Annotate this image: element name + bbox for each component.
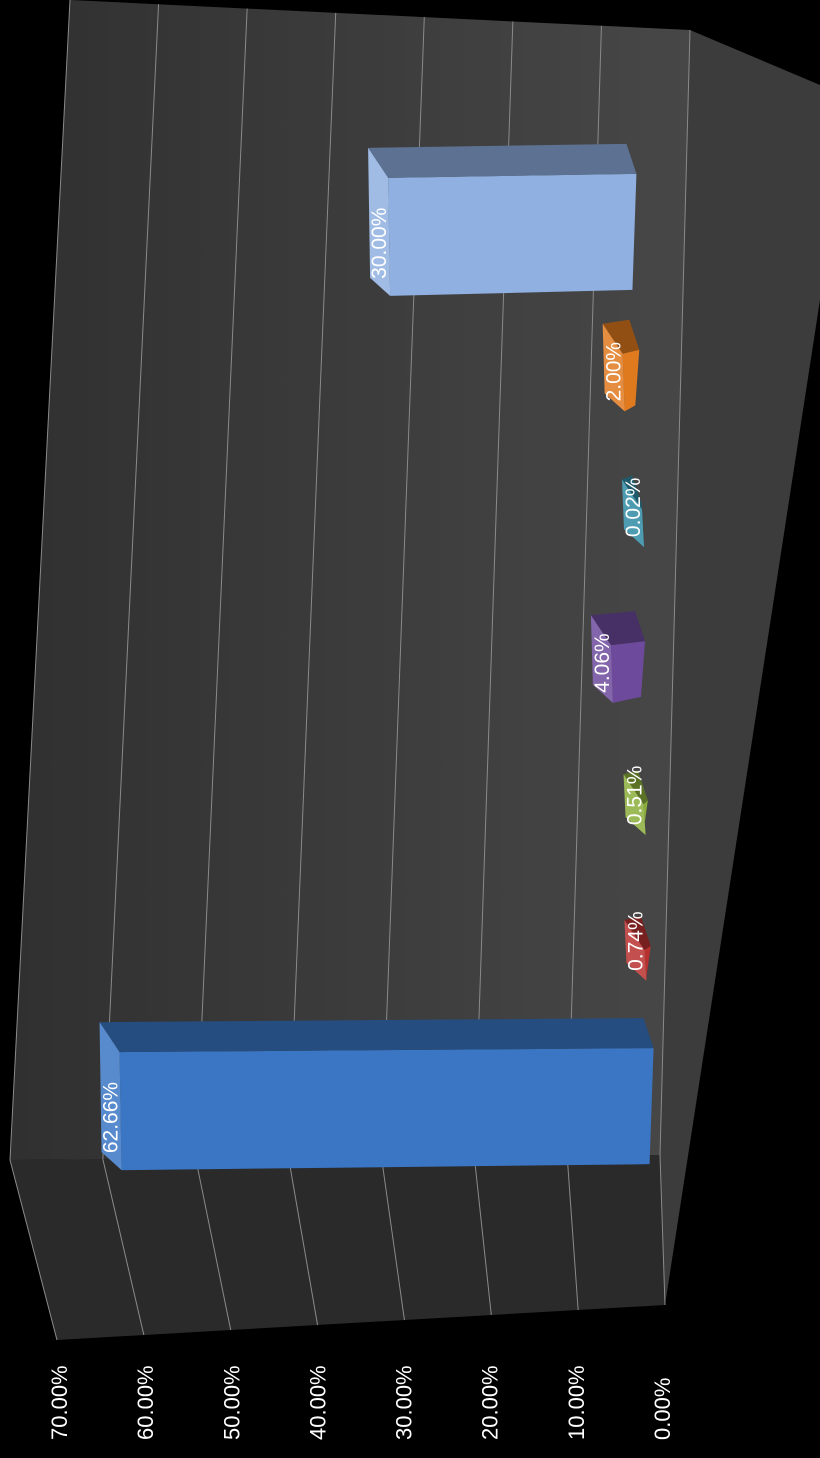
bar-end-face <box>621 479 644 548</box>
data-label: 0.02% <box>622 478 645 538</box>
bar-front-face <box>622 349 640 412</box>
bar-top-face <box>623 770 648 805</box>
bar <box>99 1018 654 1171</box>
data-label: 0.74% <box>624 911 647 971</box>
y-tick-label: 0.00% <box>650 1378 675 1440</box>
y-tick-label: 50.00% <box>219 1365 244 1440</box>
floor-gridline <box>9 1159 58 1341</box>
y-tick-label: 70.00% <box>47 1365 72 1440</box>
floor-gridline <box>102 1159 145 1336</box>
y-axis-tick-labels: 70.00% 60.00% 50.00% 40.00% 30.00% 20.00% 10.0… <box>47 1365 675 1440</box>
y-tick-label: 20.00% <box>478 1365 503 1440</box>
bar-end-face <box>99 1022 122 1171</box>
bar <box>602 319 640 412</box>
bar-end-face <box>602 323 625 412</box>
bar-top-face <box>602 319 640 354</box>
bar <box>621 475 644 548</box>
bar-front-face <box>388 173 637 296</box>
bar-top-face <box>624 915 651 950</box>
data-label: 0.51% <box>624 766 647 826</box>
y-tick-label: 10.00% <box>564 1365 589 1440</box>
bar-front-face <box>119 1048 654 1171</box>
floor-gridline <box>288 1157 319 1326</box>
bars <box>99 143 654 1171</box>
data-label: 30.00% <box>368 208 391 279</box>
y-tick-label: 30.00% <box>392 1365 417 1440</box>
bar-end-face <box>623 774 646 836</box>
floor-gridline <box>659 1154 666 1306</box>
y-tick-label: 60.00% <box>133 1365 158 1440</box>
bar <box>623 770 648 836</box>
bar-end-face <box>368 147 391 296</box>
bar-front-face <box>610 641 645 703</box>
data-label: 2.00% <box>603 342 626 402</box>
bar <box>624 915 651 981</box>
floor-gridline <box>566 1155 579 1311</box>
data-label: 62.66% <box>100 1082 123 1153</box>
floor-gridline <box>195 1158 232 1331</box>
floor-gridline <box>380 1157 405 1321</box>
bar-top-face <box>99 1018 654 1053</box>
gridline <box>659 29 691 1156</box>
gridlines <box>9 0 691 1341</box>
floor-gridline <box>473 1156 492 1316</box>
bar-end-face <box>624 919 647 981</box>
gridline <box>9 0 71 1161</box>
bar-front-face <box>644 945 651 981</box>
chart-side-wall <box>660 30 820 1305</box>
bar <box>590 611 645 703</box>
bar-top-face <box>368 143 637 178</box>
gridline <box>102 4 160 1160</box>
bar <box>368 143 637 296</box>
bar-top-face <box>590 611 645 646</box>
data-label: 4.06% <box>591 633 614 693</box>
bar-end-face <box>590 615 613 703</box>
bar-top-face <box>621 475 643 510</box>
y-tick-label: 40.00% <box>305 1365 330 1440</box>
gridline <box>195 8 248 1159</box>
chart-floor <box>10 1155 665 1340</box>
data-labels: 30.00% 2.00% 0.02% 4.06% 0.51% 0.74% 62.66% <box>100 208 648 1154</box>
gridline <box>288 12 337 1158</box>
